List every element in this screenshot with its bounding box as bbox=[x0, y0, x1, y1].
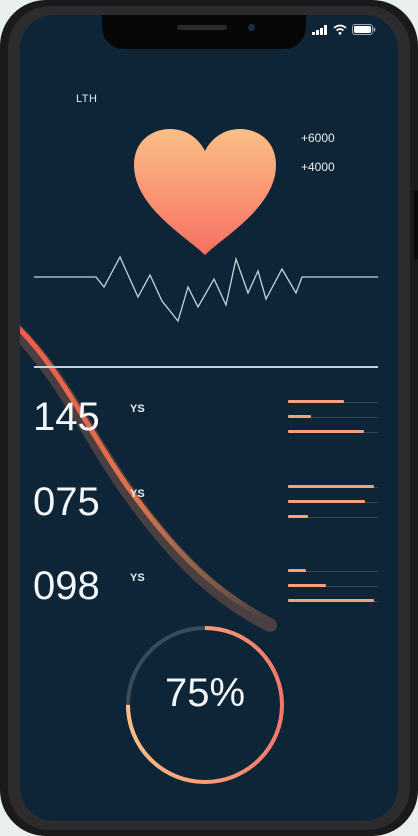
metric-bar bbox=[288, 430, 364, 433]
metric-value-1: 145 bbox=[33, 395, 100, 439]
metric-value-2: 075 bbox=[33, 480, 100, 524]
metric-bar bbox=[288, 400, 344, 403]
metric-unit-2: YS bbox=[130, 488, 145, 500]
stat-upper: +6000 bbox=[301, 131, 335, 145]
metric-bar bbox=[288, 569, 306, 572]
metric-unit-1: YS bbox=[130, 403, 145, 415]
camera-notch bbox=[102, 15, 306, 49]
progress-label: 75% bbox=[164, 671, 246, 715]
metric-value-3: 098 bbox=[33, 564, 100, 608]
section-divider bbox=[34, 366, 378, 368]
metric-bar bbox=[288, 515, 308, 518]
metric-bar bbox=[288, 599, 374, 602]
metric-bar bbox=[288, 415, 311, 418]
battery-icon bbox=[352, 24, 376, 35]
status-bar bbox=[312, 24, 376, 35]
metric-bar bbox=[288, 584, 326, 587]
heart-icon bbox=[134, 129, 276, 255]
wifi-icon bbox=[333, 24, 347, 35]
metric-bar bbox=[288, 500, 365, 503]
stat-lower: +4000 bbox=[301, 160, 335, 174]
heartbeat-line bbox=[34, 255, 378, 323]
app-screen: LTH +6000 +4000 145 YS 07 bbox=[20, 15, 398, 821]
metric-bar bbox=[288, 485, 374, 488]
power-button bbox=[414, 190, 418, 260]
progress-ring bbox=[126, 626, 284, 784]
speaker-grill bbox=[177, 25, 227, 30]
metric-unit-3: YS bbox=[130, 572, 145, 584]
signal-icon bbox=[312, 24, 327, 35]
front-camera bbox=[248, 24, 255, 31]
header-label: LTH bbox=[76, 93, 98, 105]
